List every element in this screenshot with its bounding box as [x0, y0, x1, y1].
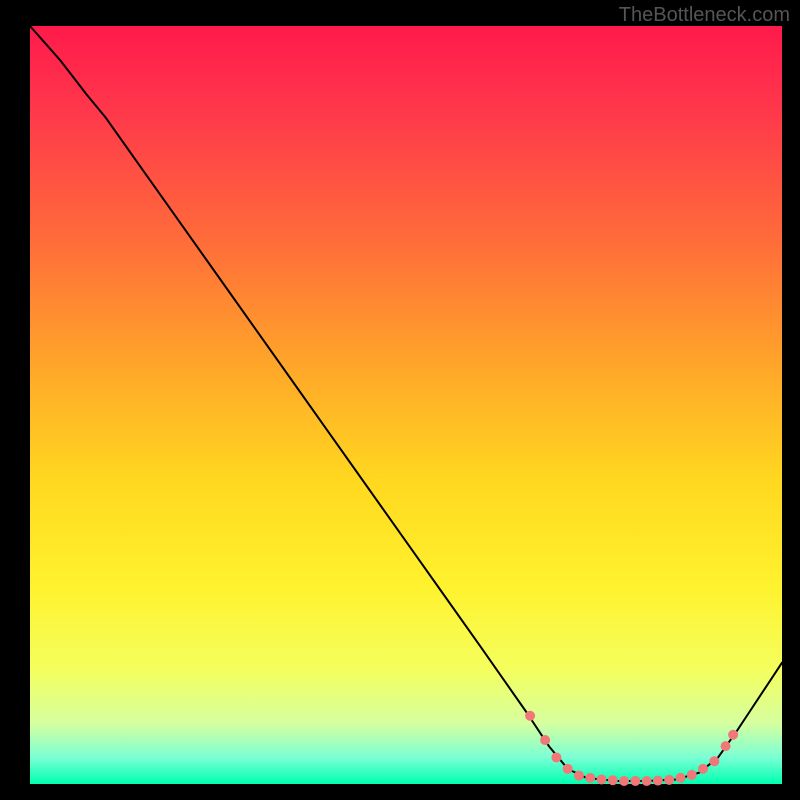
chart-svg: [0, 0, 800, 800]
chart-container: TheBottleneck.com: [0, 0, 800, 800]
watermark-text: TheBottleneck.com: [619, 4, 790, 27]
plot-area: [0, 0, 800, 800]
